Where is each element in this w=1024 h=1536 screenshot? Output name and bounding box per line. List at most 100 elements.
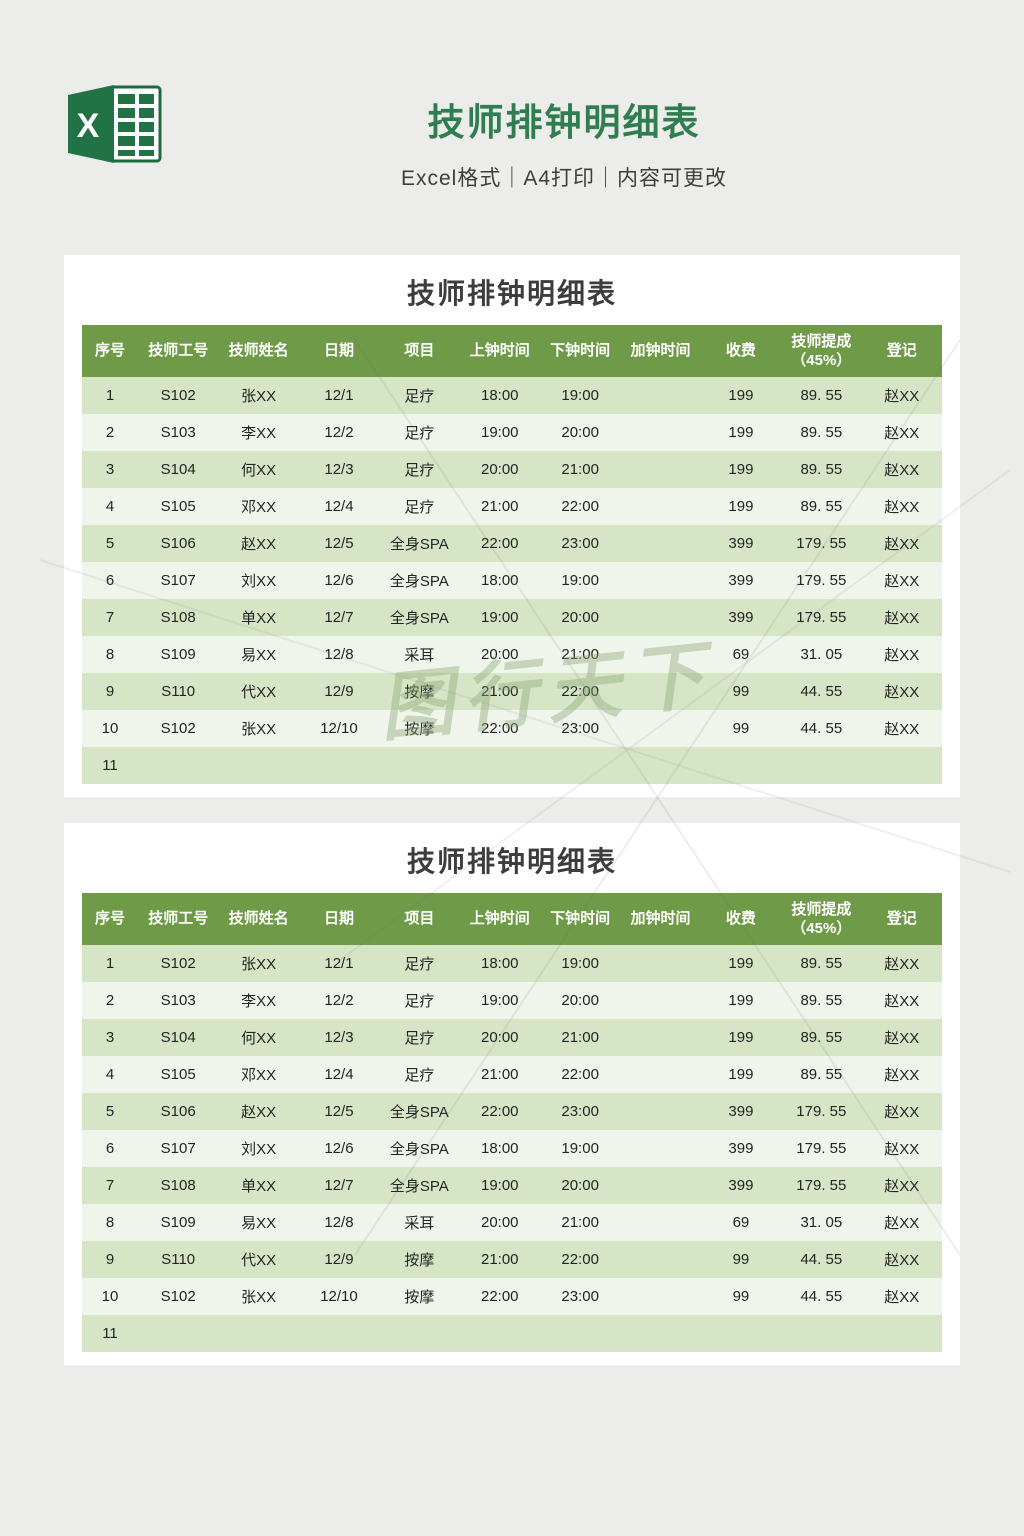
cell-end-time: 22:00 bbox=[539, 488, 621, 525]
cell-date: 12/10 bbox=[298, 710, 380, 747]
cell-commission: 179. 55 bbox=[781, 1093, 862, 1130]
cell-tech-name: 张XX bbox=[218, 1278, 299, 1315]
cell-tech-name: 张XX bbox=[218, 945, 299, 982]
cell-tech-name: 何XX bbox=[218, 451, 299, 488]
cell-start-time: 19:00 bbox=[459, 982, 540, 1019]
cell-project: 足疗 bbox=[379, 945, 460, 982]
cell-extra-time bbox=[620, 377, 701, 414]
table-card-2: 技师排钟明细表 序号 技师工号 技师姓名 日期 项目 上钟时间 下钟时间 加钟时… bbox=[64, 823, 960, 1365]
cell-date: 12/2 bbox=[298, 414, 380, 451]
cell-index: 1 bbox=[82, 377, 138, 414]
excel-logo-icon: X bbox=[68, 85, 162, 163]
cell-start-time: 20:00 bbox=[459, 1019, 540, 1056]
page-title: 技师排钟明细表 bbox=[427, 102, 701, 143]
cell-extra-time bbox=[620, 945, 701, 982]
cell-start-time: 20:00 bbox=[459, 636, 540, 673]
cell-extra-time bbox=[620, 1241, 701, 1278]
cell-date: 12/7 bbox=[298, 599, 380, 636]
cell-start-time bbox=[459, 747, 540, 784]
cell-project: 全身SPA bbox=[379, 562, 460, 599]
column-header-fee: 收费 bbox=[700, 893, 782, 945]
table-row: 2 S103 李XX 12/2 足疗 19:00 20:00 199 89. 55 赵XX bbox=[82, 414, 942, 451]
cell-start-time: 22:00 bbox=[459, 1278, 540, 1315]
column-header-index: 序号 bbox=[82, 893, 138, 945]
cell-registrar: 赵XX bbox=[861, 636, 942, 673]
cell-extra-time bbox=[620, 525, 701, 562]
cell-extra-time bbox=[620, 1204, 701, 1241]
cell-registrar: 赵XX bbox=[861, 673, 942, 710]
column-header-date: 日期 bbox=[298, 325, 380, 377]
cell-fee: 199 bbox=[700, 1019, 782, 1056]
cell-date: 12/5 bbox=[298, 525, 380, 562]
cell-registrar: 赵XX bbox=[861, 1167, 942, 1204]
cell-extra-time bbox=[620, 1167, 701, 1204]
cell-tech-name bbox=[218, 747, 299, 784]
table-row: 4 S105 邓XX 12/4 足疗 21:00 22:00 199 89. 55 赵XX bbox=[82, 1056, 942, 1093]
cell-tech-name: 易XX bbox=[218, 1204, 299, 1241]
table-row: 6 S107 刘XX 12/6 全身SPA 18:00 19:00 399 179. 55 赵XX bbox=[82, 1130, 942, 1167]
cell-fee: 199 bbox=[700, 488, 782, 525]
cell-date: 12/3 bbox=[298, 1019, 380, 1056]
cell-end-time bbox=[539, 1315, 621, 1352]
cell-commission: 89. 55 bbox=[781, 1019, 862, 1056]
cell-start-time bbox=[459, 1315, 540, 1352]
cell-tech-id: S107 bbox=[138, 1130, 219, 1167]
cell-tech-name bbox=[218, 1315, 299, 1352]
cell-tech-id bbox=[138, 1315, 219, 1352]
cell-commission: 44. 55 bbox=[781, 710, 862, 747]
cell-start-time: 22:00 bbox=[459, 1093, 540, 1130]
cell-fee: 399 bbox=[700, 525, 782, 562]
cell-fee: 199 bbox=[700, 377, 782, 414]
cell-tech-id: S104 bbox=[138, 451, 219, 488]
cell-end-time: 23:00 bbox=[539, 710, 621, 747]
column-header-tech-id: 技师工号 bbox=[138, 893, 219, 945]
cell-index: 11 bbox=[82, 747, 138, 784]
column-header-registrar: 登记 bbox=[861, 893, 942, 945]
column-header-fee: 收费 bbox=[700, 325, 782, 377]
cell-tech-name: 易XX bbox=[218, 636, 299, 673]
cell-registrar bbox=[861, 747, 942, 784]
cell-index: 10 bbox=[82, 710, 138, 747]
cell-extra-time bbox=[620, 562, 701, 599]
cell-commission: 89. 55 bbox=[781, 451, 862, 488]
table-row: 8 S109 易XX 12/8 采耳 20:00 21:00 69 31. 05 赵XX bbox=[82, 636, 942, 673]
page-header: X 技师排钟明细表 Excel格式｜A4打印｜内容可更改 bbox=[0, 0, 1024, 255]
column-header-start-time: 上钟时间 bbox=[459, 325, 540, 377]
cell-fee: 99 bbox=[700, 1241, 782, 1278]
cell-start-time: 21:00 bbox=[459, 488, 540, 525]
cell-index: 5 bbox=[82, 1093, 138, 1130]
cell-tech-name: 代XX bbox=[218, 673, 299, 710]
column-header-end-time: 下钟时间 bbox=[539, 893, 621, 945]
cell-commission: 44. 55 bbox=[781, 673, 862, 710]
cell-commission: 31. 05 bbox=[781, 1204, 862, 1241]
cell-fee bbox=[700, 747, 782, 784]
table-row: 5 S106 赵XX 12/5 全身SPA 22:00 23:00 399 179. 55 赵XX bbox=[82, 1093, 942, 1130]
cell-tech-id: S106 bbox=[138, 1093, 219, 1130]
cell-end-time: 19:00 bbox=[539, 562, 621, 599]
cell-index: 8 bbox=[82, 1204, 138, 1241]
excel-logo-letter: X bbox=[77, 107, 100, 145]
cell-fee: 399 bbox=[700, 562, 782, 599]
cell-start-time: 19:00 bbox=[459, 1167, 540, 1204]
cell-commission: 179. 55 bbox=[781, 599, 862, 636]
cell-extra-time bbox=[620, 488, 701, 525]
cell-tech-name: 代XX bbox=[218, 1241, 299, 1278]
cell-tech-name: 李XX bbox=[218, 982, 299, 1019]
cell-commission: 179. 55 bbox=[781, 1167, 862, 1204]
cell-tech-id: S105 bbox=[138, 488, 219, 525]
cell-end-time: 21:00 bbox=[539, 1204, 621, 1241]
cell-start-time: 21:00 bbox=[459, 1056, 540, 1093]
cell-registrar bbox=[861, 1315, 942, 1352]
cell-fee: 69 bbox=[700, 1204, 782, 1241]
cell-index: 1 bbox=[82, 945, 138, 982]
cell-fee: 399 bbox=[700, 599, 782, 636]
table-row: 10 S102 张XX 12/10 按摩 22:00 23:00 99 44. 55 赵XX bbox=[82, 1278, 942, 1315]
column-header-commission: 技师提成 （45%） bbox=[781, 893, 862, 945]
cell-tech-id: S110 bbox=[138, 673, 219, 710]
cell-index: 4 bbox=[82, 488, 138, 525]
cell-tech-name: 单XX bbox=[218, 1167, 299, 1204]
cell-end-time: 21:00 bbox=[539, 636, 621, 673]
table-row: 3 S104 何XX 12/3 足疗 20:00 21:00 199 89. 55 赵XX bbox=[82, 451, 942, 488]
cell-fee: 99 bbox=[700, 710, 782, 747]
